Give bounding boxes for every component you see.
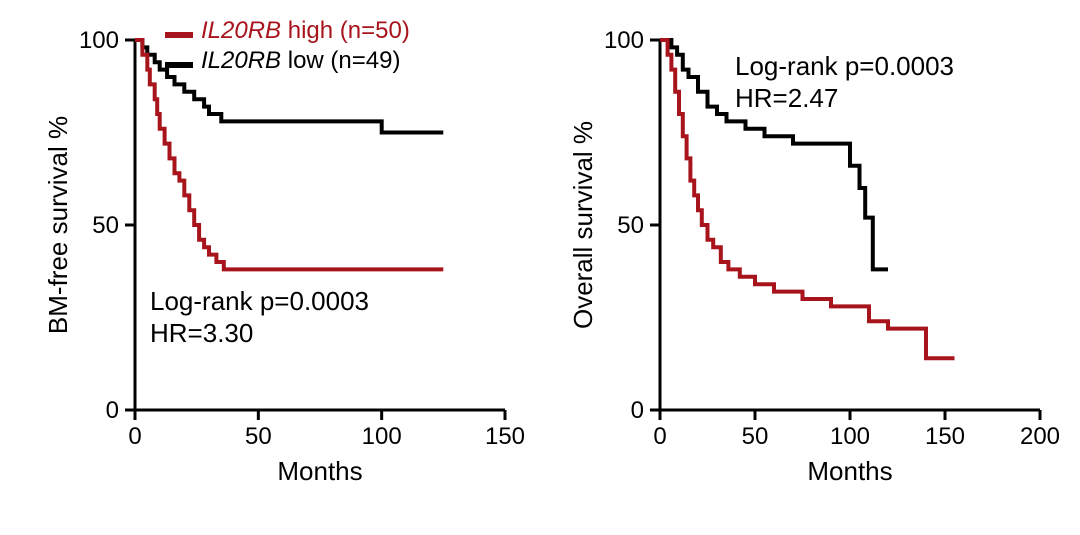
y-axis-label: BM-free survival % (43, 116, 73, 334)
x-tick-label: 100 (830, 423, 870, 450)
x-tick-label: 50 (245, 423, 272, 450)
y-tick-label: 0 (106, 397, 119, 424)
panel-left: 050100150050100MonthsBM-free survival %L… (30, 20, 530, 500)
stats-text: HR=3.30 (150, 318, 253, 348)
y-tick-label: 100 (604, 27, 644, 54)
x-tick-label: 50 (742, 423, 769, 450)
x-tick-label: 150 (485, 423, 525, 450)
x-tick-label: 0 (128, 423, 141, 450)
y-tick-label: 0 (631, 397, 644, 424)
y-axis-label: Overall survival % (568, 121, 598, 329)
stats-text: HR=2.47 (735, 83, 838, 113)
x-tick-label: 200 (1020, 423, 1060, 450)
legend-swatch (165, 32, 193, 38)
legend-swatch (165, 62, 193, 68)
stats-text: Log-rank p=0.0003 (150, 286, 369, 316)
y-tick-label: 100 (79, 27, 119, 54)
survival-figure: 050100150050100MonthsBM-free survival %L… (0, 0, 1080, 535)
x-tick-label: 100 (362, 423, 402, 450)
y-tick-label: 50 (617, 212, 644, 239)
x-tick-label: 150 (925, 423, 965, 450)
y-tick-label: 50 (92, 212, 119, 239)
km-curve (135, 40, 443, 269)
x-axis-label: Months (277, 456, 362, 486)
x-tick-label: 0 (653, 423, 666, 450)
legend-label: IL20RB high (n=50) (201, 20, 410, 44)
stats-text: Log-rank p=0.0003 (735, 51, 954, 81)
x-axis-label: Months (807, 456, 892, 486)
legend-label: IL20RB low (n=49) (201, 47, 400, 74)
panel-right: 0 50 100 150 200 0 50 100 Months Overall survival… (565, 20, 1065, 500)
